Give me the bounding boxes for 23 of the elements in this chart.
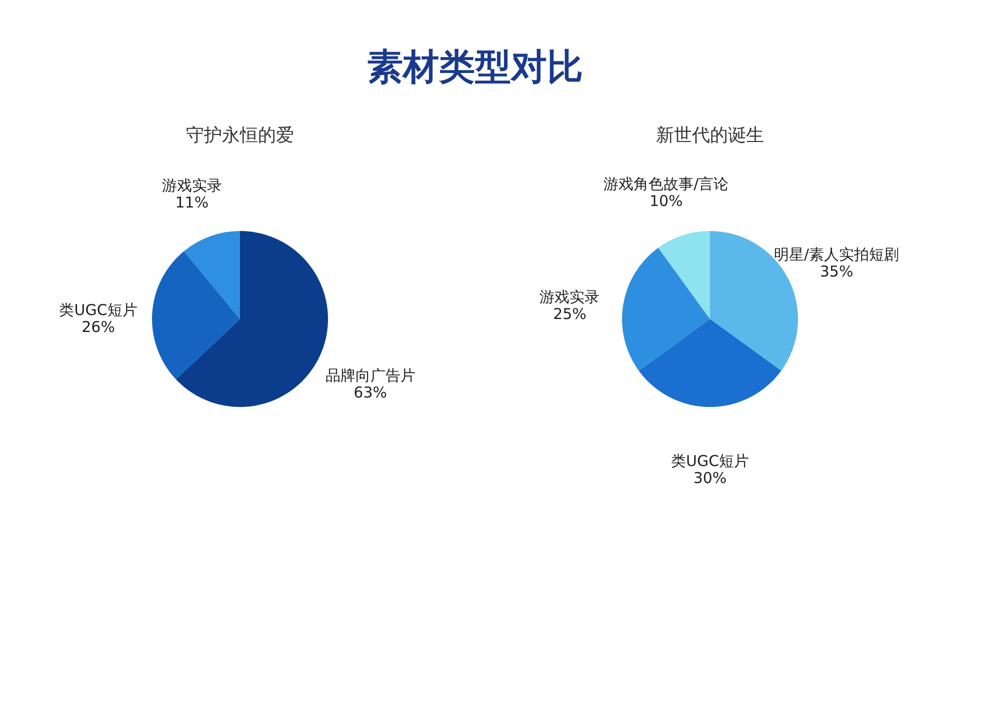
slice-label: 品牌向广告片 bbox=[325, 366, 416, 384]
slice-label: 类UGC短片 bbox=[670, 452, 750, 470]
data-label: 30% bbox=[693, 469, 727, 487]
pie-slice bbox=[638, 319, 782, 407]
pie-slice bbox=[658, 231, 710, 319]
data-label: 63% bbox=[354, 383, 387, 402]
chart-subtitle: 新世代的诞生 bbox=[656, 125, 764, 146]
data-label: 35% bbox=[820, 262, 854, 281]
data-label: 11% bbox=[175, 193, 209, 212]
slice-label: 游戏角色故事/言论 bbox=[604, 174, 729, 193]
chart-subtitle: 守护永恒的爱 bbox=[186, 125, 294, 146]
data-label: 26% bbox=[82, 318, 115, 336]
data-label: 10% bbox=[649, 192, 683, 210]
pie-slice bbox=[152, 251, 240, 380]
pie-slice bbox=[184, 231, 240, 319]
slice-label: 游戏实录 bbox=[540, 288, 600, 306]
pie-slice bbox=[176, 231, 328, 407]
chart-title: 素材类型对比 bbox=[367, 47, 583, 88]
data-label: 25% bbox=[553, 304, 586, 323]
slice-label: 类UGC短片 bbox=[59, 301, 138, 320]
slice-label: 明星/素人实拍短剧 bbox=[774, 246, 900, 264]
slice-label: 游戏实录 bbox=[162, 176, 222, 194]
pie-slice bbox=[622, 248, 710, 371]
